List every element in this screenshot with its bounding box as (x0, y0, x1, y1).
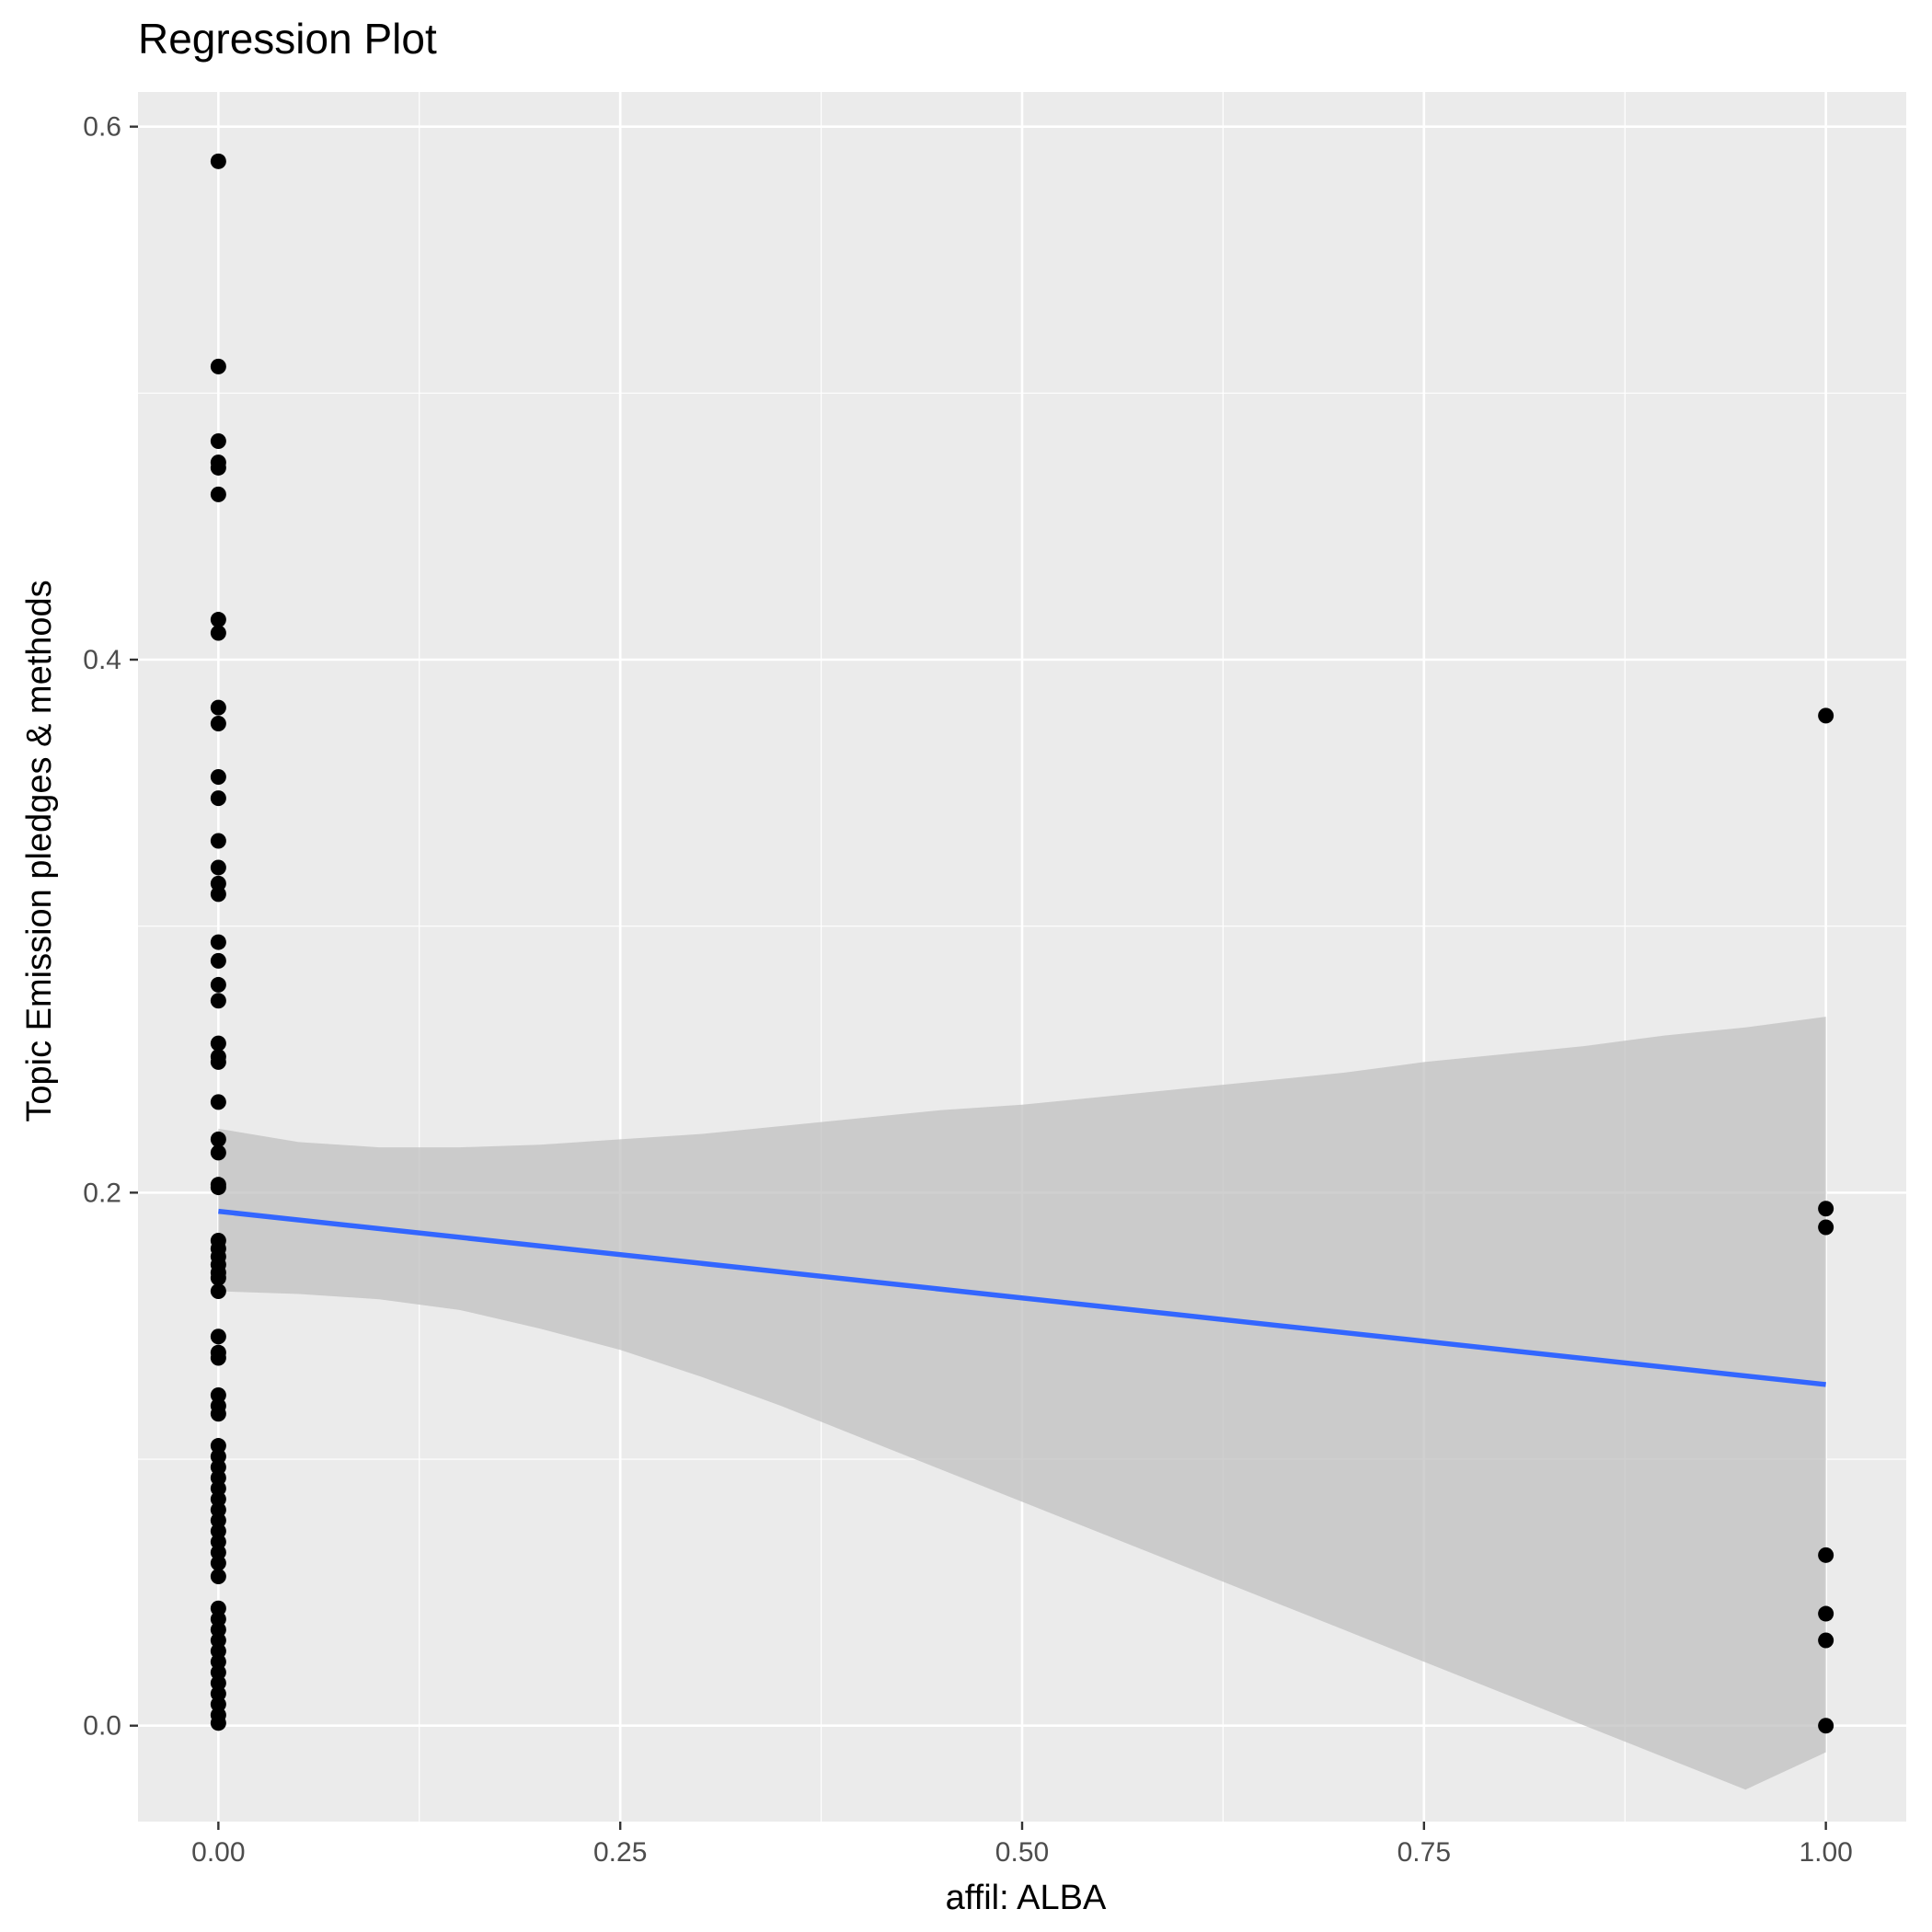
data-point (210, 886, 226, 903)
data-point (210, 1053, 226, 1070)
data-point (210, 612, 226, 628)
chart-title: Regression Plot (138, 15, 437, 63)
data-point (210, 1568, 226, 1584)
x-tick-label: 0.75 (1397, 1837, 1451, 1868)
data-point (210, 768, 226, 785)
data-point (210, 1715, 226, 1731)
data-point (210, 934, 226, 950)
data-point (210, 1406, 226, 1422)
data-point (210, 790, 226, 807)
data-point (210, 1283, 226, 1300)
y-tick-label: 0.2 (83, 1178, 121, 1208)
data-point (1818, 1632, 1834, 1649)
data-point (210, 153, 226, 169)
x-tick-label: 0.25 (593, 1837, 647, 1868)
data-point (210, 1555, 226, 1571)
data-point (210, 432, 226, 449)
x-axis-title: affil: ALBA (946, 1879, 1107, 1917)
x-axis: 0.00 0.25 0.50 0.75 1.00 (191, 1822, 1853, 1868)
data-point (210, 699, 226, 716)
y-tick-label: 0.4 (83, 645, 121, 675)
data-point (210, 625, 226, 641)
data-point (210, 1179, 226, 1196)
data-point (210, 1270, 226, 1286)
data-point (210, 952, 226, 969)
data-point (210, 358, 226, 374)
data-point (1818, 1201, 1834, 1217)
data-point (210, 993, 226, 1009)
data-point (1818, 707, 1834, 724)
data-point (210, 1094, 226, 1110)
data-point (210, 1350, 226, 1366)
confidence-band (218, 1017, 1826, 1790)
data-point (210, 459, 226, 476)
data-point (210, 1328, 226, 1345)
data-point (1818, 1605, 1834, 1622)
data-point (210, 716, 226, 732)
data-point (1818, 1547, 1834, 1563)
data-point (1818, 1718, 1834, 1734)
y-axis-title: Topic Emission pledges & methods (20, 580, 59, 1121)
confidence-band-layer (218, 1017, 1826, 1790)
points-layer (210, 153, 1834, 1734)
y-tick-label: 0.0 (83, 1711, 121, 1742)
regression-line (218, 1208, 1826, 1387)
data-point (210, 833, 226, 849)
data-point (210, 1131, 226, 1147)
x-tick-label: 1.00 (1799, 1837, 1852, 1868)
data-point (210, 859, 226, 876)
y-tick-label: 0.6 (83, 112, 121, 143)
x-tick-label: 0.50 (995, 1837, 1049, 1868)
data-point (210, 486, 226, 502)
data-point (210, 976, 226, 993)
data-point (1818, 1219, 1834, 1236)
y-axis: 0.0 0.2 0.4 0.6 (83, 112, 138, 1742)
fit-line-layer (218, 1208, 1826, 1387)
x-tick-label: 0.00 (191, 1837, 245, 1868)
data-point (210, 1144, 226, 1161)
data-point (210, 1035, 226, 1052)
